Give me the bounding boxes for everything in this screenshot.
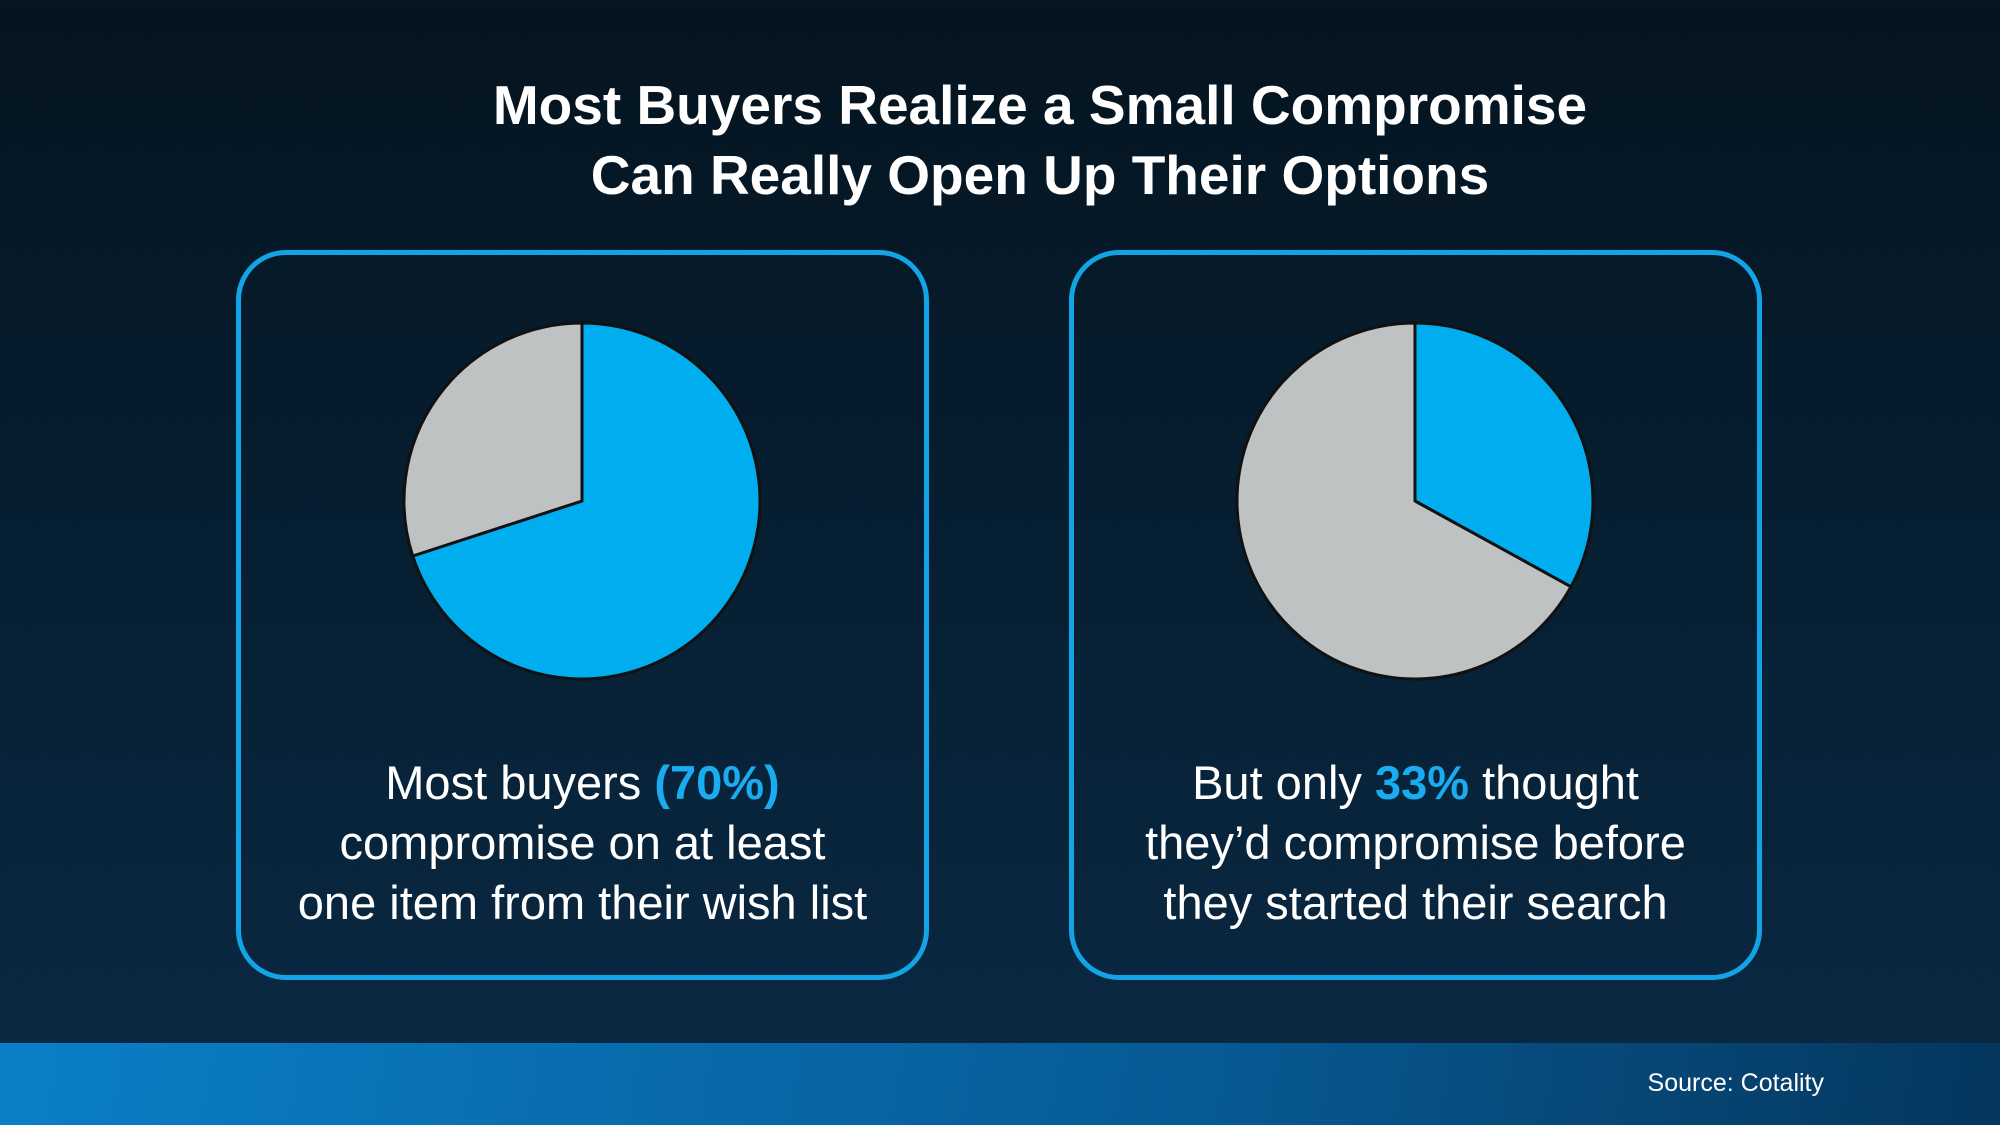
caption-highlight: (70%) [654,756,780,809]
page-title: Most Buyers Realize a Small Compromise C… [0,70,2000,210]
stat-card-right: But only 33% thought they’d compromise b… [1069,250,1762,980]
pie-slice-0 [411,321,762,681]
caption-line-2: compromise on at least [339,816,826,869]
caption-left: Most buyers (70%) compromise on at least… [241,753,924,933]
caption-line-3: one item from their wish list [297,876,868,929]
title-line-1: Most Buyers Realize a Small Compromise [492,74,1588,136]
pie-slice-1 [402,321,584,558]
source-label: Source: Cotality [1647,1069,1824,1097]
pie-slice-1 [1235,321,1573,681]
caption-line-2: they’d compromise before [1145,816,1686,869]
title-line-2: Can Really Open Up Their Options [590,144,1490,206]
caption-right: But only 33% thought they’d compromise b… [1074,753,1757,933]
caption-text: But only [1192,756,1375,809]
caption-highlight: 33% [1374,756,1470,809]
caption-text: Most buyers [385,756,655,809]
stat-card-left: Most buyers (70%) compromise on at least… [236,250,929,980]
footer-bar: Source: Cotality [0,1043,2000,1125]
pie-slice-0 [1413,321,1595,589]
pie-chart-right [1235,321,1595,681]
pie-chart-left [402,321,762,681]
caption-line-3: they started their search [1163,876,1668,929]
caption-text: thought [1469,756,1639,809]
